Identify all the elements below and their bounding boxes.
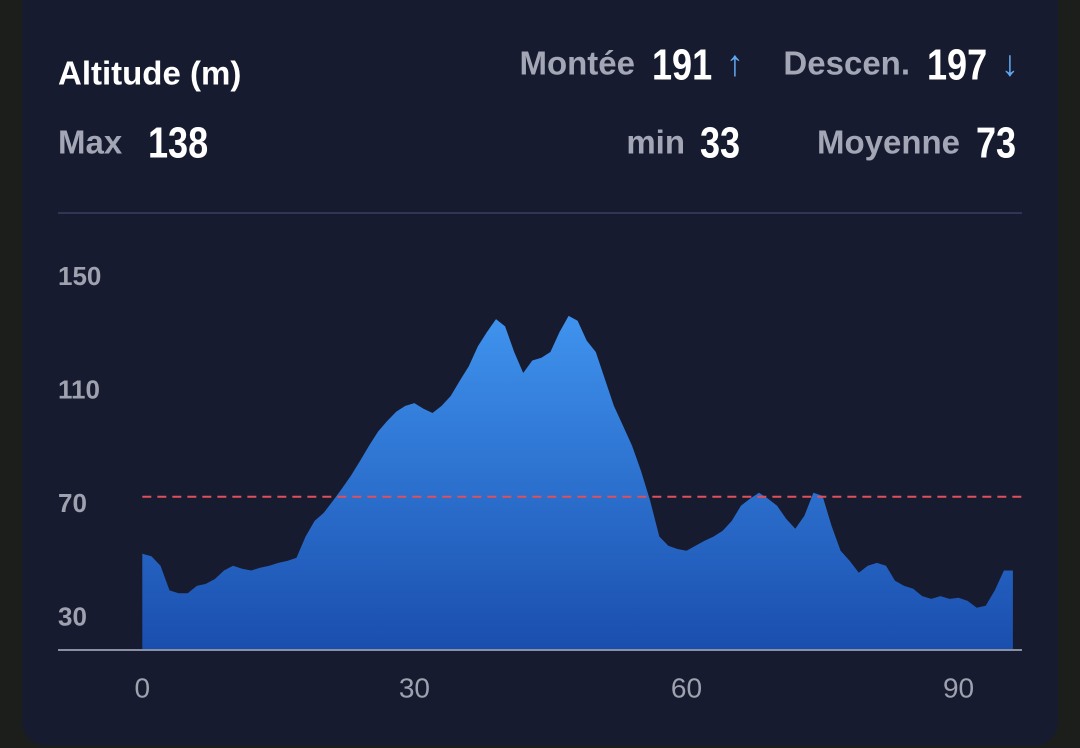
stat-value: 197: [927, 40, 987, 89]
stat-label: Montée: [520, 45, 636, 82]
y-tick-label: 110: [58, 375, 100, 405]
x-tick-label: 0: [135, 672, 151, 703]
title: Altitude (m): [58, 55, 241, 92]
stat-value: 73: [976, 118, 1016, 167]
x-tick-label: 90: [943, 672, 974, 703]
stat-label: min: [626, 124, 685, 161]
y-tick-label: 70: [58, 488, 87, 518]
area: [142, 315, 1013, 650]
stat-arrow: ↑: [726, 43, 744, 84]
x-tick-label: 60: [671, 672, 702, 703]
stat-arrow: ↓: [1001, 43, 1019, 84]
stat-label: Descen.: [783, 45, 910, 82]
y-tick-label: 150: [58, 261, 101, 291]
stat-label: Max: [58, 124, 123, 161]
stat-label: Moyenne: [817, 124, 960, 161]
stat-value: 191: [652, 40, 712, 89]
x-tick-label: 30: [399, 672, 430, 703]
y-tick-label: 30: [58, 602, 87, 632]
plot: 30 70 110 150 0 30 60 90: [58, 261, 1022, 703]
stat-value: 138: [148, 118, 208, 167]
stat-value: 33: [700, 118, 740, 167]
